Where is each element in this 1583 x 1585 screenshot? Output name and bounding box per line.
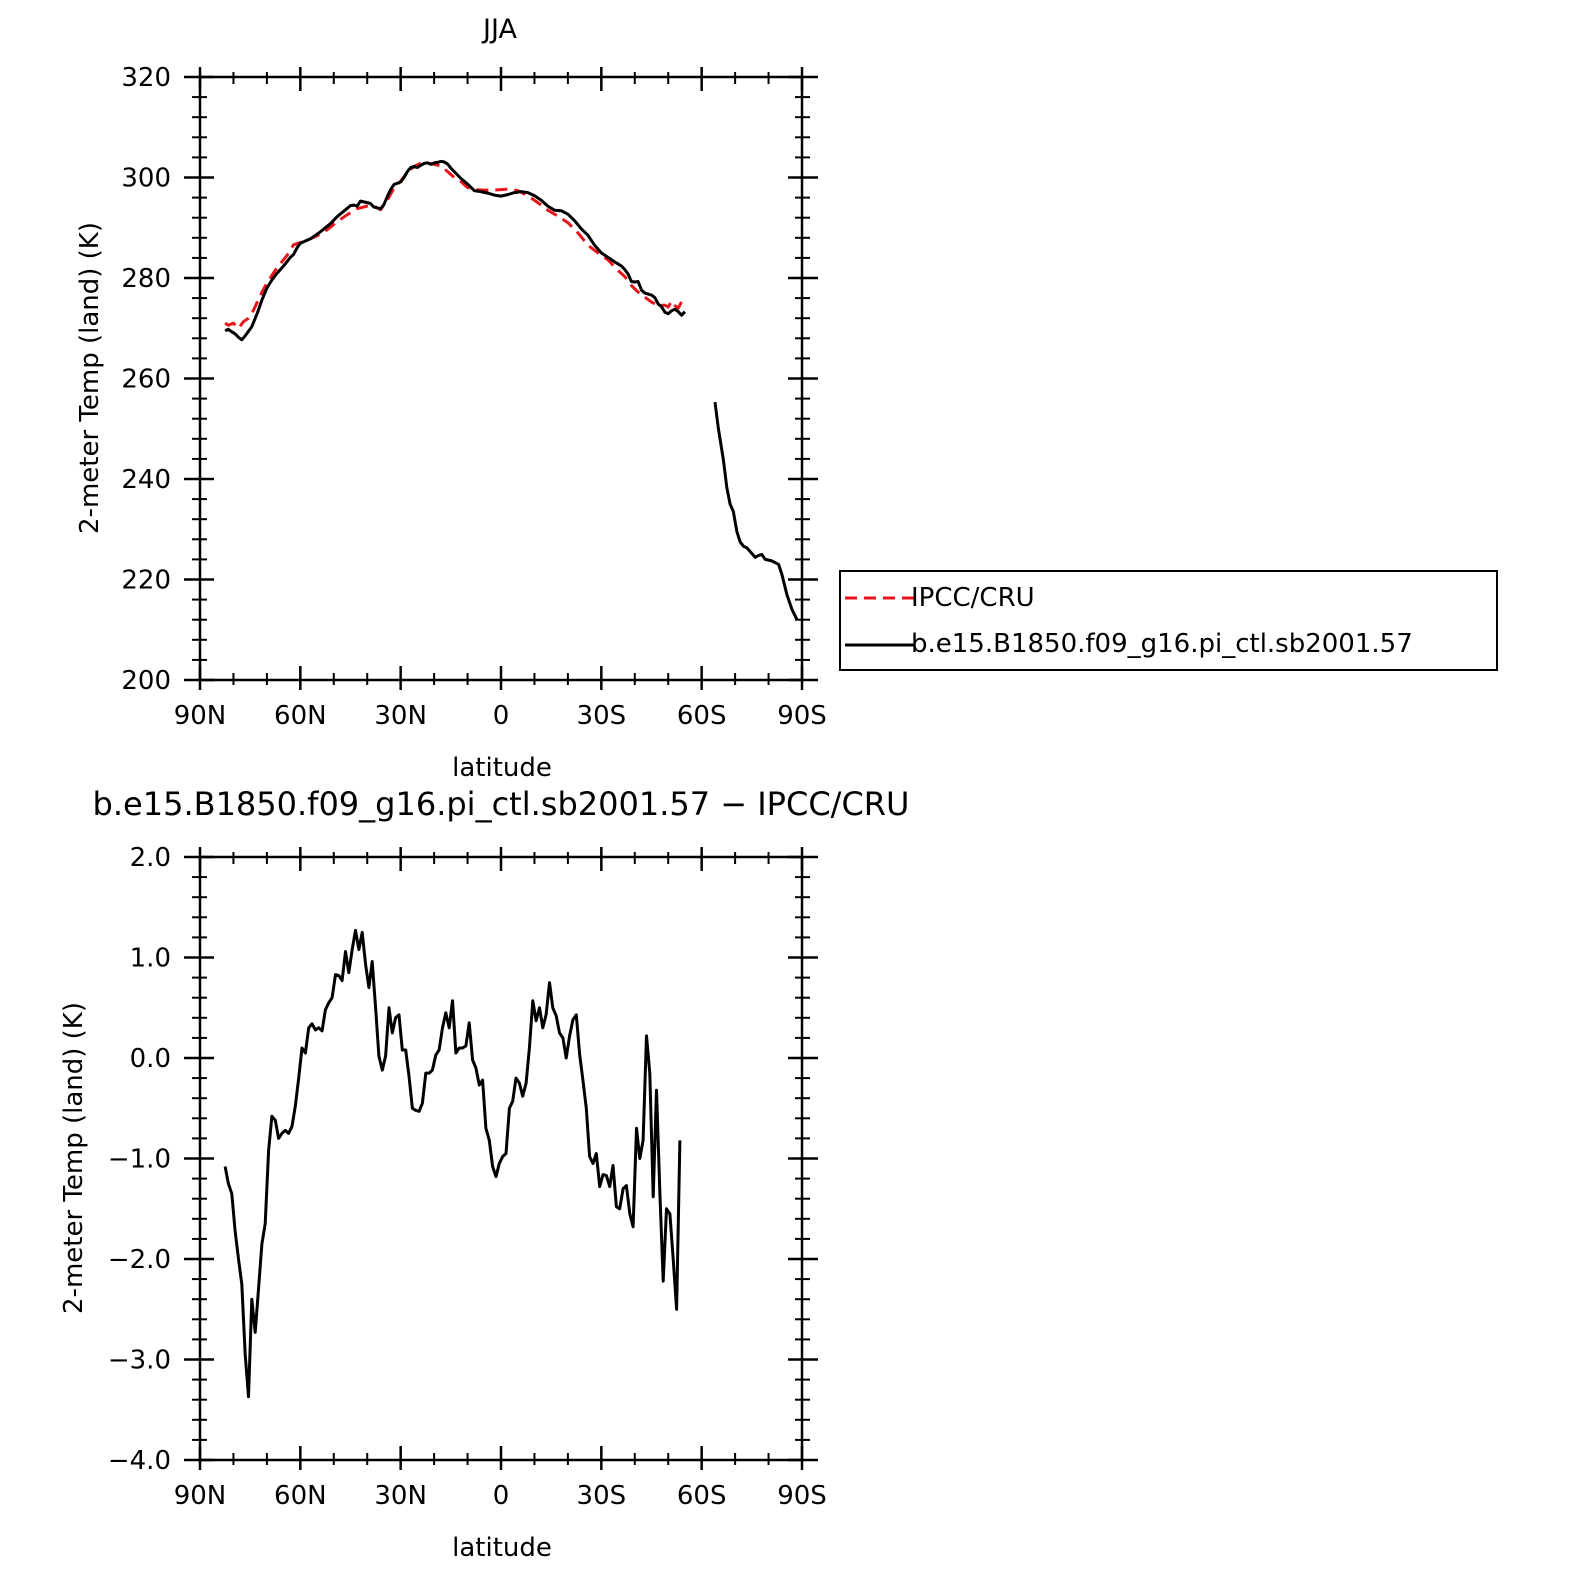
y-tick-label: −1.0	[108, 1145, 171, 1175]
axis-ticks	[184, 67, 818, 690]
y-tick-label: 300	[121, 164, 171, 194]
x-tick-label: 60N	[274, 701, 327, 731]
x-tick-label: 90N	[174, 701, 227, 731]
y-tick-label: 2.0	[130, 843, 171, 873]
chart-title: JJA	[481, 14, 517, 45]
legend-label-ipcc-cru: IPCC/CRU	[911, 583, 1035, 613]
legend: IPCC/CRU b.e15.B1850.f09_g16.pi_ctl.sb20…	[839, 570, 1498, 671]
x-tick-label: 0	[493, 701, 510, 731]
plot-frame	[198, 855, 804, 1462]
x-tick-label: 0	[493, 1481, 510, 1511]
plot-lines	[224, 159, 799, 621]
y-tick-label: 280	[121, 264, 171, 294]
y-tick-label: 1.0	[130, 944, 171, 974]
y-axis-label: 2-meter Temp (land) (K)	[75, 222, 105, 534]
x-tick-label: 90S	[777, 701, 827, 731]
y-tick-label: 200	[121, 666, 171, 696]
plot-frame	[198, 75, 804, 682]
series-line-0-1-0	[224, 159, 686, 342]
x-tick-label: 90S	[777, 1481, 827, 1511]
y-axis-label: 2-meter Temp (land) (K)	[59, 1002, 89, 1314]
legend-label-model: b.e15.B1850.f09_g16.pi_ctl.sb2001.57	[911, 629, 1413, 659]
x-tick-label: 60N	[274, 1481, 327, 1511]
difference-panel: b.e15.B1850.f09_g16.pi_ctl.sb2001.57 − I…	[59, 785, 909, 1563]
y-tick-label: 320	[121, 63, 171, 93]
legend-box	[839, 570, 1498, 671]
series-line-0-1-1	[713, 401, 799, 621]
y-tick-label: −2.0	[108, 1245, 171, 1275]
y-tick-label: −4.0	[108, 1446, 171, 1476]
temperature-panel: JJA 2-meter Temp (land) (K) latitude 90N…	[75, 14, 1498, 783]
tick-labels: 90N 60N 30N 0 30S 60S 90S 200 220 240 260 280 300 320	[121, 63, 826, 731]
x-axis-label: latitude	[452, 1533, 552, 1563]
series-line-1-0-0	[223, 928, 682, 1399]
y-tick-label: 0.0	[130, 1044, 171, 1074]
y-tick-label: 240	[121, 465, 171, 495]
x-tick-label: 30S	[577, 1481, 627, 1511]
x-tick-label: 90N	[174, 1481, 227, 1511]
x-tick-label: 30N	[374, 701, 427, 731]
y-tick-label: 260	[121, 365, 171, 395]
tick-labels: 90N 60N 30N 0 30S 60S 90S −4.0 −3.0 −2.0 −1.0 0.0 1.…	[108, 843, 827, 1511]
y-tick-label: 220	[121, 566, 171, 596]
x-tick-label: 60S	[677, 701, 727, 731]
x-tick-label: 30N	[374, 1481, 427, 1511]
plot-lines	[223, 928, 682, 1399]
x-axis-label: latitude	[452, 753, 552, 783]
chart-title: b.e15.B1850.f09_g16.pi_ctl.sb2001.57 − I…	[93, 785, 910, 823]
series-line-0-0-0	[224, 161, 687, 330]
x-tick-label: 30S	[577, 701, 627, 731]
x-tick-label: 60S	[677, 1481, 727, 1511]
y-tick-label: −3.0	[108, 1346, 171, 1376]
